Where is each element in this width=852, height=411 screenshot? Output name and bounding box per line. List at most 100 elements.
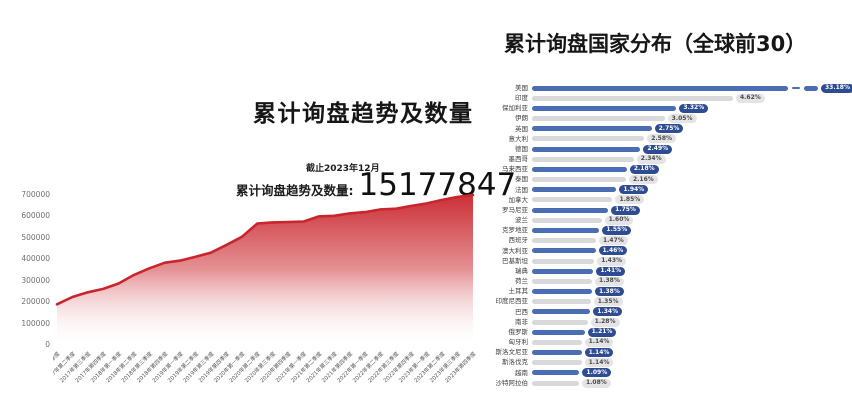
axis-break-dash	[792, 86, 800, 90]
bar-track: 1.41%	[532, 266, 852, 276]
value-badge: 1.35%	[593, 297, 623, 307]
country-row: 克罗地亚 1.55%	[488, 225, 852, 235]
country-label: 荷兰	[515, 277, 528, 286]
country-label: 克罗地亚	[502, 226, 528, 235]
bar-track: 4.62%	[532, 93, 852, 103]
country-row: 越南 1.09%	[488, 368, 852, 378]
country-row: 美国 33.18%	[488, 83, 852, 93]
area-chart: 2017年第一季度2017年第二季度2017年第三季度2017年第四季度2018…	[53, 193, 477, 384]
country-label: 匈牙利	[508, 338, 529, 347]
bar	[532, 85, 788, 91]
country-label: 南非	[515, 317, 528, 326]
country-row: 土耳其 1.38%	[488, 286, 852, 297]
country-row: 巴西 1.34%	[488, 307, 852, 317]
y-tick-label: 500000	[21, 232, 50, 242]
bar-track: 1.08%	[532, 378, 852, 388]
country-row: 荷兰 1.38%	[488, 276, 852, 286]
country-label: 沙特阿拉伯	[495, 378, 529, 387]
bar-track: 2.75%	[532, 124, 852, 134]
value-badge: 1.14%	[584, 348, 614, 358]
value-badge: 1.08%	[581, 378, 611, 388]
country-label: 法国	[515, 185, 528, 194]
bar-track: 1.55%	[532, 225, 852, 235]
country-row: 意大利 2.58%	[488, 134, 852, 144]
bar	[532, 258, 595, 264]
country-row: 南非 1.28%	[488, 317, 852, 327]
value-badge: 1.28%	[590, 317, 620, 327]
bar-track: 2.58%	[532, 134, 852, 144]
country-row: 印度尼西亚 1.35%	[488, 297, 852, 307]
area-line	[55, 193, 475, 306]
country-row: 斯洛文尼亚 1.14%	[488, 347, 852, 358]
country-row: 瑞典 1.41%	[488, 266, 852, 276]
value-badge: 1.47%	[598, 236, 628, 246]
bar	[532, 329, 585, 335]
bar	[532, 227, 600, 233]
bar	[532, 370, 580, 376]
bar-track: 1.14%	[532, 347, 852, 358]
bar	[532, 95, 733, 101]
value-badge: 1.41%	[596, 266, 626, 276]
bar	[532, 319, 588, 325]
bar-track: 1.43%	[532, 256, 852, 266]
value-badge: 1.14%	[584, 358, 614, 368]
country-label: 土耳其	[508, 287, 529, 296]
bar-track: 33.18%	[532, 83, 852, 93]
value-badge: 1.14%	[584, 337, 614, 347]
y-tick-label: 300000	[21, 275, 50, 285]
country-label: 墨西哥	[508, 155, 529, 164]
bar-track: 1.46%	[532, 246, 852, 256]
bar	[532, 207, 609, 213]
country-row: 伊朗 3.05%	[488, 114, 852, 124]
country-label: 波兰	[515, 216, 528, 225]
area-fill	[57, 195, 473, 345]
bar-track: 1.21%	[532, 327, 852, 337]
value-badge: 1.94%	[619, 185, 649, 195]
bar-track: 1.60%	[532, 215, 852, 225]
value-badge: 2.58%	[647, 134, 677, 144]
value-badge: 3.05%	[667, 114, 697, 124]
country-label: 巴西	[515, 307, 528, 316]
country-label: 保加利亚	[502, 104, 528, 113]
country-bars: 美国 33.18% 印度 4.62% 保加利亚 3.32% 伊朗 3.05% 英国 2.75% 意大…	[488, 83, 852, 388]
bar-track: 1.14%	[532, 358, 852, 368]
bar	[532, 116, 665, 122]
trend-stat: 累计询盘趋势及数量: 15177847	[236, 170, 516, 201]
country-label: 印度尼西亚	[495, 297, 529, 306]
value-badge: 1.34%	[593, 307, 623, 317]
country-row: 德国 2.49%	[488, 144, 852, 154]
country-label: 加拿大	[508, 195, 529, 204]
value-badge: 2.34%	[636, 154, 666, 164]
bar-track: 3.32%	[532, 103, 852, 113]
bar-track: 1.94%	[532, 185, 852, 195]
country-row: 马来西亚 2.18%	[488, 164, 852, 174]
value-badge: 1.38%	[595, 287, 624, 297]
country-row: 澳大利亚 1.46%	[488, 246, 852, 256]
y-tick-label: 400000	[21, 254, 50, 264]
bar-track: 1.85%	[532, 195, 852, 205]
bar-track: 1.38%	[532, 286, 852, 297]
country-row: 沙特阿拉伯 1.08%	[488, 378, 852, 388]
country-label: 印度	[515, 94, 528, 102]
bar	[532, 339, 582, 345]
bar	[532, 136, 645, 142]
country-row: 罗马尼亚 1.75%	[488, 205, 852, 215]
country-row: 波兰 1.60%	[488, 215, 852, 225]
value-badge: 4.62%	[735, 93, 765, 103]
asof-label: 截止2023年12月	[306, 164, 380, 174]
country-label: 英国	[515, 124, 528, 133]
country-title: 累计询盘国家分布（全球前30）	[504, 32, 807, 56]
y-axis: 0 100000 200000 300000 400000 500000 600000 700…	[0, 0, 50, 411]
value-badge: 2.49%	[643, 144, 673, 154]
bar	[532, 197, 613, 203]
country-label: 俄罗斯	[508, 327, 529, 336]
country-row: 巴基斯坦 1.43%	[488, 256, 852, 266]
country-row: 匈牙利 1.14%	[488, 337, 852, 347]
country-label: 泰国	[515, 175, 528, 184]
country-label: 德国	[515, 144, 528, 153]
bar	[532, 380, 579, 386]
value-badge: 1.60%	[604, 215, 634, 225]
country-label: 澳大利亚	[502, 246, 528, 255]
value-badge: 1.21%	[587, 327, 617, 337]
country-row: 英国 2.75%	[488, 124, 852, 134]
